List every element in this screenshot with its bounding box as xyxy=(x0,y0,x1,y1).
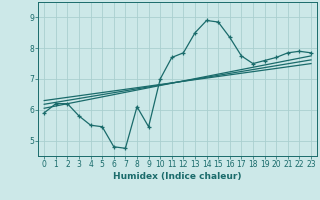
X-axis label: Humidex (Indice chaleur): Humidex (Indice chaleur) xyxy=(113,172,242,181)
